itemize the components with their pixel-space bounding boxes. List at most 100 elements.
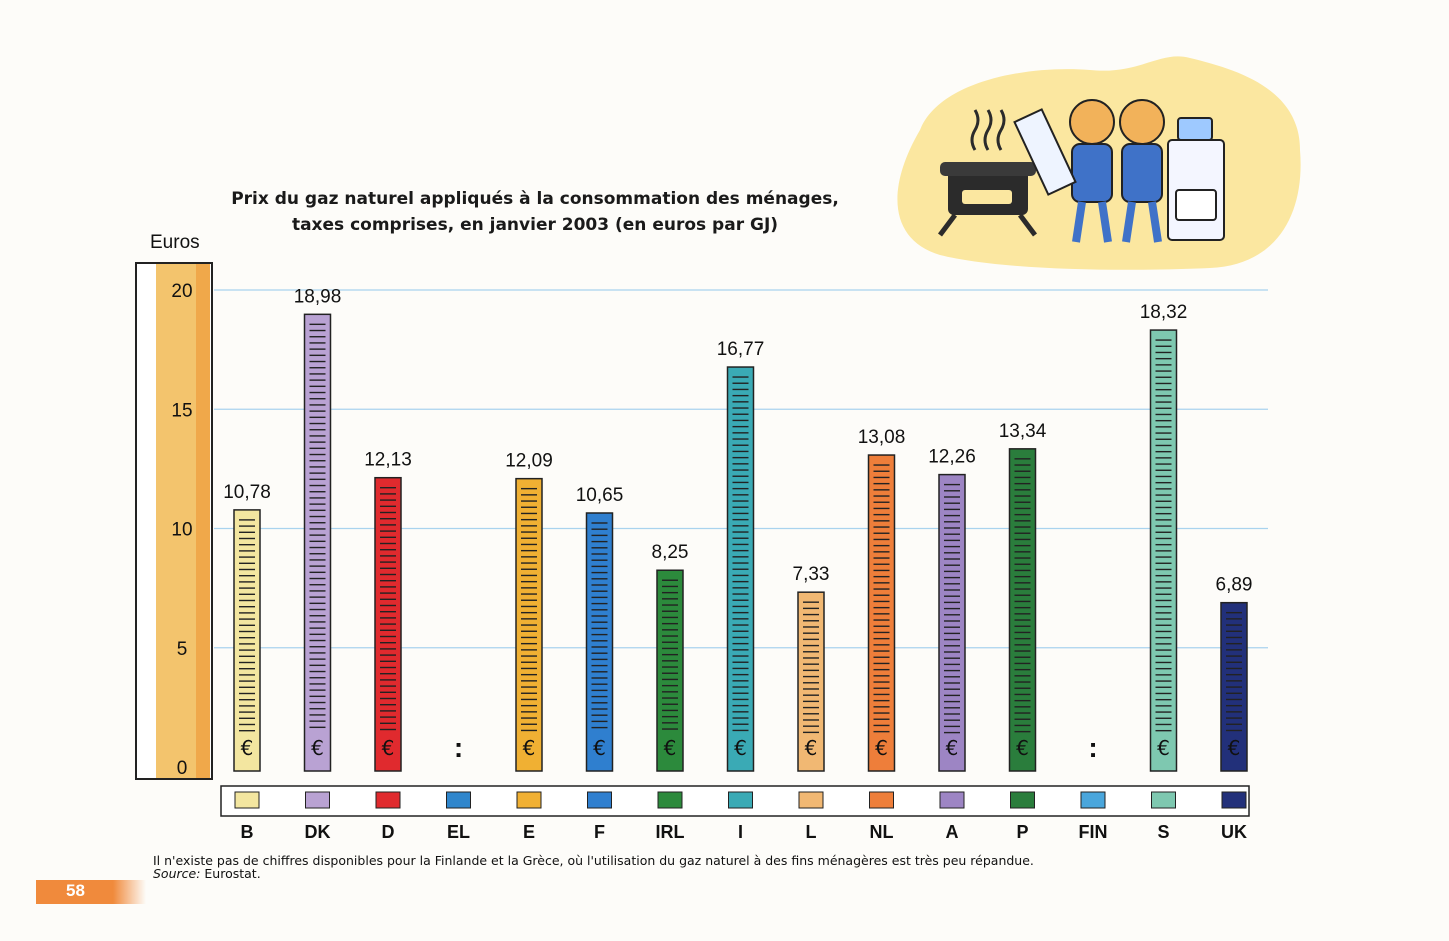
legend-swatch <box>305 791 330 809</box>
euro-icon: € <box>311 736 324 760</box>
legend-swatch <box>1221 791 1247 809</box>
bar-e: €12,09 <box>505 451 553 772</box>
y-axis-thermometer-shade <box>196 264 210 778</box>
data-label: 12,13 <box>364 450 412 471</box>
legend-swatch <box>587 791 612 809</box>
data-label: 8,25 <box>652 542 689 563</box>
bar-l: €7,33 <box>793 564 829 772</box>
person-leg <box>1122 201 1136 243</box>
euro-icon: € <box>875 736 888 760</box>
bar-uk: €6,89 <box>1216 575 1252 772</box>
bar-i: €16,77 <box>717 339 765 772</box>
grill-leg <box>938 213 957 237</box>
category-label: EL <box>447 822 470 842</box>
bar <box>938 473 966 772</box>
category-label: A <box>946 822 959 842</box>
euro-icon: € <box>734 736 747 760</box>
legend-swatch <box>1010 791 1035 809</box>
euro-icon: € <box>946 736 959 760</box>
chart-title-line2: taxes comprises, en janvier 2003 (en eur… <box>291 215 779 235</box>
y-tick-label: 5 <box>177 639 188 660</box>
bar-b: €10,78 <box>223 482 271 772</box>
legend-swatch <box>939 791 965 809</box>
cooking-pot <box>1177 117 1213 141</box>
source-value: Eurostat. <box>204 866 261 881</box>
legend-swatch <box>375 791 401 809</box>
category-label: DK <box>305 822 331 842</box>
category-label: I <box>738 822 743 842</box>
bar <box>233 509 261 772</box>
legend-swatch <box>446 791 471 809</box>
data-label: 16,77 <box>717 339 765 360</box>
bar <box>303 313 332 772</box>
category-label: S <box>1157 822 1169 842</box>
category-label: E <box>523 822 535 842</box>
grill-leg <box>1018 213 1037 237</box>
y-axis-label: Euros <box>150 232 200 253</box>
chart-title-line1: Prix du gaz naturel appliqués à la conso… <box>231 189 839 209</box>
euro-icon: € <box>1228 736 1241 760</box>
data-label: 13,34 <box>999 421 1047 442</box>
bar <box>797 591 825 772</box>
legend-swatch <box>657 791 683 809</box>
y-tick-label: 10 <box>171 520 192 541</box>
person-leg <box>1072 201 1086 243</box>
grill-lid <box>940 162 1036 176</box>
euro-icon: € <box>382 736 395 760</box>
euro-icon: € <box>1157 736 1170 760</box>
category-label: UK <box>1221 822 1247 842</box>
no-data-marker: : <box>454 732 463 763</box>
legend-swatch <box>869 791 894 809</box>
data-label: 18,32 <box>1140 302 1188 323</box>
category-label: L <box>806 822 817 842</box>
gas-stove-illustration <box>897 56 1301 270</box>
grill-dial <box>962 190 1012 204</box>
stove-oven-door <box>1175 189 1217 221</box>
data-label: 10,78 <box>223 482 271 503</box>
data-label: 10,65 <box>576 485 624 506</box>
euro-icon: € <box>593 736 606 760</box>
footnote: Il n'existe pas de chiffres disponibles … <box>153 853 1034 868</box>
person-body <box>1121 143 1163 203</box>
chart-title: Prix du gaz naturel appliqués à la conso… <box>190 186 880 238</box>
category-label: B <box>241 822 254 842</box>
data-label: 18,98 <box>294 286 342 307</box>
bar <box>585 512 614 772</box>
legend-swatch <box>234 791 260 809</box>
category-label: F <box>594 822 605 842</box>
legend: B DK D EL E F IRL I L NL A P FIN S UK <box>234 791 1247 842</box>
bar-p: €13,34 <box>999 421 1047 772</box>
bar <box>656 569 684 772</box>
bar-dk: €18,98 <box>294 286 342 772</box>
bill-paper <box>1013 108 1077 196</box>
y-tick-labels: 0 5 10 15 20 <box>171 281 192 779</box>
bars: €10,78€18,98€12,13: €12,09€10,65€8,25€16,… <box>223 286 1252 772</box>
legend-swatch <box>516 791 542 809</box>
bar-s: €18,32 <box>1140 302 1188 772</box>
bar-d: €12,13 <box>364 450 412 772</box>
heat-wave <box>970 109 980 151</box>
euro-icon: € <box>805 736 818 760</box>
data-label: 12,09 <box>505 451 553 472</box>
legend-swatch <box>1151 791 1176 809</box>
bar-f: €10,65 <box>576 485 624 772</box>
page-number: 58 <box>66 881 85 900</box>
no-data-marker: : <box>1088 732 1097 763</box>
page-number-bar <box>36 880 146 904</box>
euro-icon: € <box>523 736 536 760</box>
euro-icon: € <box>1016 736 1029 760</box>
bar-a: €12,26 <box>928 447 976 772</box>
legend-swatch <box>1080 791 1106 809</box>
heat-wave <box>983 109 993 151</box>
person-leg <box>1098 201 1112 243</box>
data-label: 12,26 <box>928 447 976 468</box>
source-label: Source: <box>153 866 201 881</box>
euro-icon: € <box>664 736 677 760</box>
bar <box>867 454 896 772</box>
category-label: FIN <box>1079 822 1108 842</box>
legend-swatch <box>798 791 824 809</box>
person-leg <box>1148 201 1162 243</box>
category-label: P <box>1016 822 1028 842</box>
y-tick-label: 15 <box>171 400 192 421</box>
